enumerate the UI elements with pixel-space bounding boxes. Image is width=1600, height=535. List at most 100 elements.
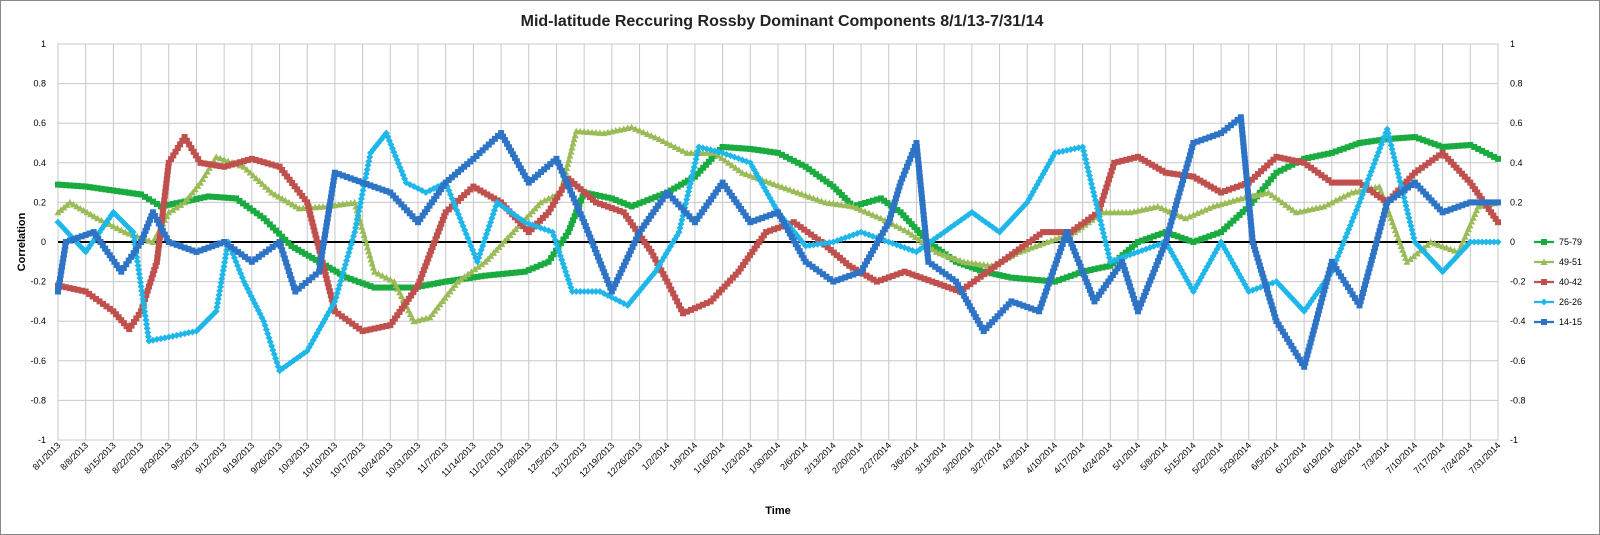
data-point	[1189, 144, 1196, 151]
data-point	[1267, 176, 1274, 183]
data-point	[1194, 237, 1201, 244]
data-point	[568, 288, 576, 295]
data-point	[1004, 273, 1011, 280]
data-point	[1321, 287, 1328, 294]
data-point	[612, 281, 619, 288]
data-point	[331, 308, 338, 315]
data-point	[1450, 246, 1458, 254]
data-point	[363, 181, 370, 188]
data-point	[159, 209, 166, 216]
data-point	[311, 227, 318, 234]
data-point	[925, 258, 932, 265]
data-point	[1435, 142, 1442, 149]
data-point	[538, 169, 545, 176]
data-point	[771, 210, 778, 217]
data-point	[1193, 209, 1201, 217]
data-point	[1378, 219, 1385, 226]
data-point	[442, 278, 449, 285]
data-point	[163, 180, 170, 187]
data-point	[718, 154, 726, 161]
series-49-51	[54, 123, 1502, 325]
data-point	[271, 190, 279, 198]
data-point	[1103, 281, 1110, 288]
data-point	[565, 183, 572, 190]
data-point	[648, 195, 655, 202]
data-point	[639, 235, 646, 242]
data-point	[650, 252, 657, 259]
data-point	[742, 170, 750, 178]
data-point	[550, 158, 557, 165]
data-point	[586, 194, 593, 201]
data-point	[554, 194, 561, 201]
data-point	[1148, 161, 1155, 168]
data-point	[862, 199, 869, 206]
data-point	[1210, 132, 1217, 139]
data-point	[1162, 206, 1170, 213]
data-point	[1488, 209, 1495, 216]
data-point	[1049, 268, 1056, 275]
data-point	[441, 213, 448, 220]
data-point	[714, 151, 722, 159]
data-point	[169, 206, 177, 213]
data-point	[953, 278, 960, 285]
data-point	[1366, 265, 1373, 272]
data-point	[563, 179, 570, 186]
data-point	[1439, 242, 1447, 250]
data-point	[1281, 332, 1288, 339]
data-point	[138, 308, 145, 315]
data-point	[1359, 290, 1366, 297]
data-point	[1081, 219, 1088, 226]
data-point	[569, 191, 576, 198]
data-point	[281, 170, 288, 177]
data-point	[1246, 201, 1253, 208]
data-point	[1356, 302, 1363, 309]
data-point	[1431, 239, 1439, 247]
data-point	[1373, 240, 1380, 247]
data-point	[98, 185, 105, 192]
data-point	[287, 272, 294, 278]
data-point	[1467, 141, 1474, 148]
data-point	[1491, 153, 1498, 160]
data-point	[495, 132, 501, 139]
data-point	[296, 189, 303, 196]
data-point	[794, 159, 801, 166]
data-point	[833, 252, 840, 259]
data-point	[82, 231, 89, 238]
data-point	[1085, 283, 1092, 289]
data-point	[1451, 143, 1458, 150]
data-point	[458, 195, 465, 201]
data-point	[794, 221, 801, 228]
data-point	[1318, 299, 1325, 306]
data-point	[104, 248, 111, 255]
data-point	[244, 156, 251, 163]
data-point	[445, 176, 452, 183]
data-point	[1366, 187, 1373, 194]
data-point	[58, 283, 65, 290]
data-point	[1307, 339, 1314, 346]
data-point	[1200, 179, 1207, 186]
data-point	[133, 257, 141, 265]
data-point	[1165, 230, 1171, 237]
data-point	[778, 223, 785, 230]
data-point	[62, 239, 69, 245]
data-point	[1122, 249, 1129, 256]
data-point	[387, 322, 394, 329]
data-point	[1540, 258, 1548, 265]
data-point	[992, 271, 999, 278]
data-point	[508, 270, 515, 277]
data-point	[125, 230, 133, 237]
data-point	[1289, 206, 1297, 213]
data-point	[1258, 168, 1265, 175]
data-point	[978, 324, 985, 331]
data-point	[1262, 282, 1269, 289]
data-point	[135, 242, 142, 249]
data-point	[932, 243, 939, 250]
data-point	[556, 163, 563, 170]
data-point	[967, 281, 974, 288]
data-point	[191, 185, 199, 193]
data-point	[1153, 262, 1160, 269]
data-point	[557, 240, 564, 247]
data-point	[209, 161, 216, 168]
data-point	[572, 199, 579, 206]
data-point	[565, 156, 573, 163]
